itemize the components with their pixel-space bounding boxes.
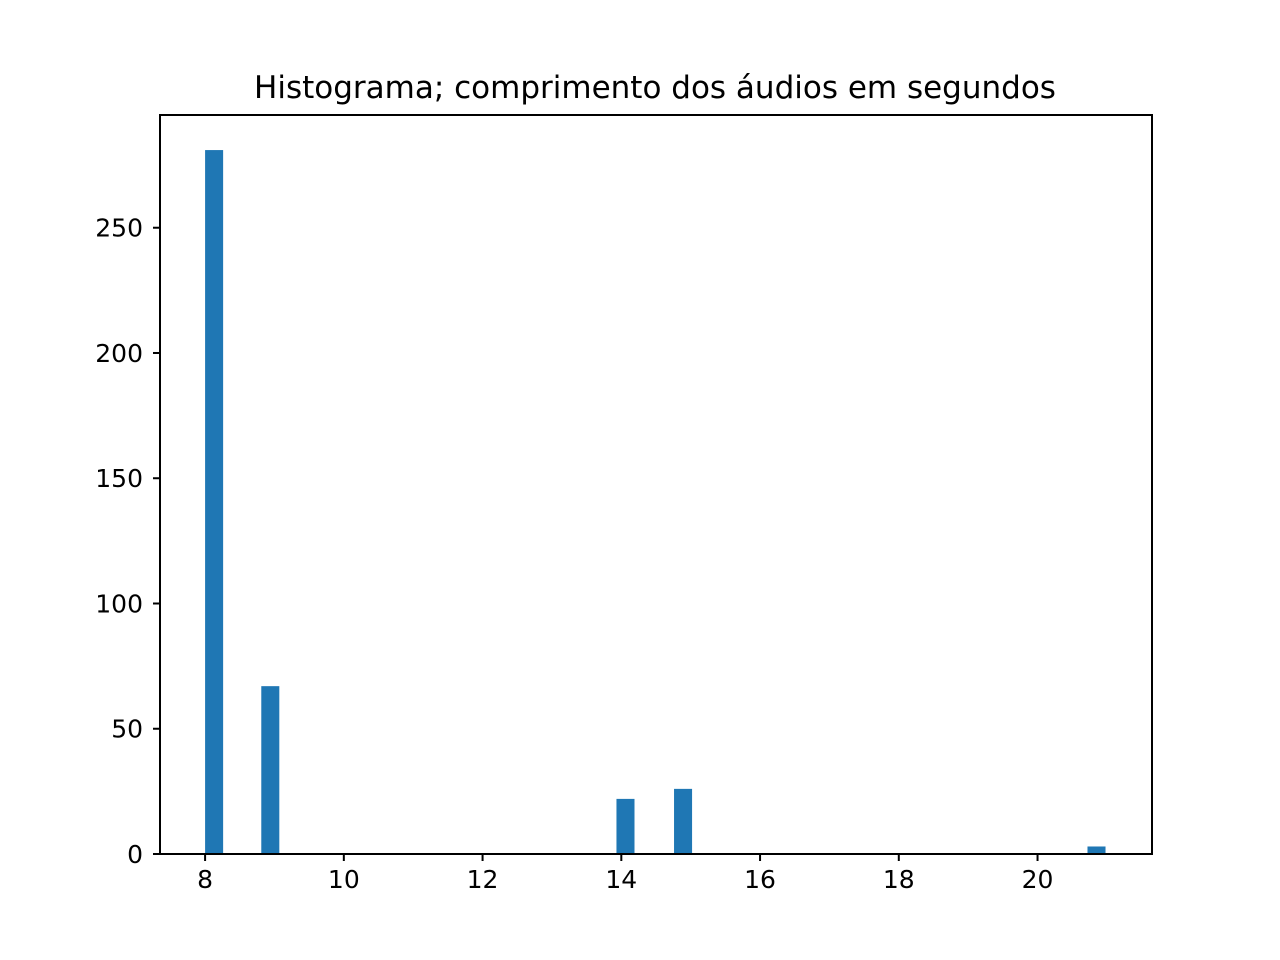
histogram-bar-2 xyxy=(616,798,635,854)
y-tick-label: 250 xyxy=(95,214,143,243)
x-tick-label: 8 xyxy=(197,865,213,894)
x-tick-label: 10 xyxy=(328,865,360,894)
y-tick-label: 150 xyxy=(95,464,143,493)
histogram-bar-1 xyxy=(261,686,280,854)
x-tick-label: 14 xyxy=(605,865,637,894)
x-tick-label: 18 xyxy=(883,865,915,894)
x-axis: 8 10 12 14 16 18 20 xyxy=(197,854,1053,894)
y-tick-label: 50 xyxy=(111,715,143,744)
plot-frame xyxy=(159,114,1153,855)
y-tick-label: 0 xyxy=(127,840,143,869)
histogram-bar-3 xyxy=(674,788,693,854)
x-tick-label: 16 xyxy=(744,865,776,894)
y-tick-label: 100 xyxy=(95,589,143,618)
y-axis: 0 50 100 150 200 250 xyxy=(95,214,160,869)
histogram-bar-0 xyxy=(205,150,224,855)
x-tick-label: 20 xyxy=(1022,865,1054,894)
x-tick-label: 12 xyxy=(467,865,499,894)
bars-group xyxy=(205,150,1106,855)
histogram-bar-4 xyxy=(1087,846,1106,854)
y-tick-label: 200 xyxy=(95,339,143,368)
chart-title: Histograma; comprimento dos áudios em se… xyxy=(254,70,1056,106)
